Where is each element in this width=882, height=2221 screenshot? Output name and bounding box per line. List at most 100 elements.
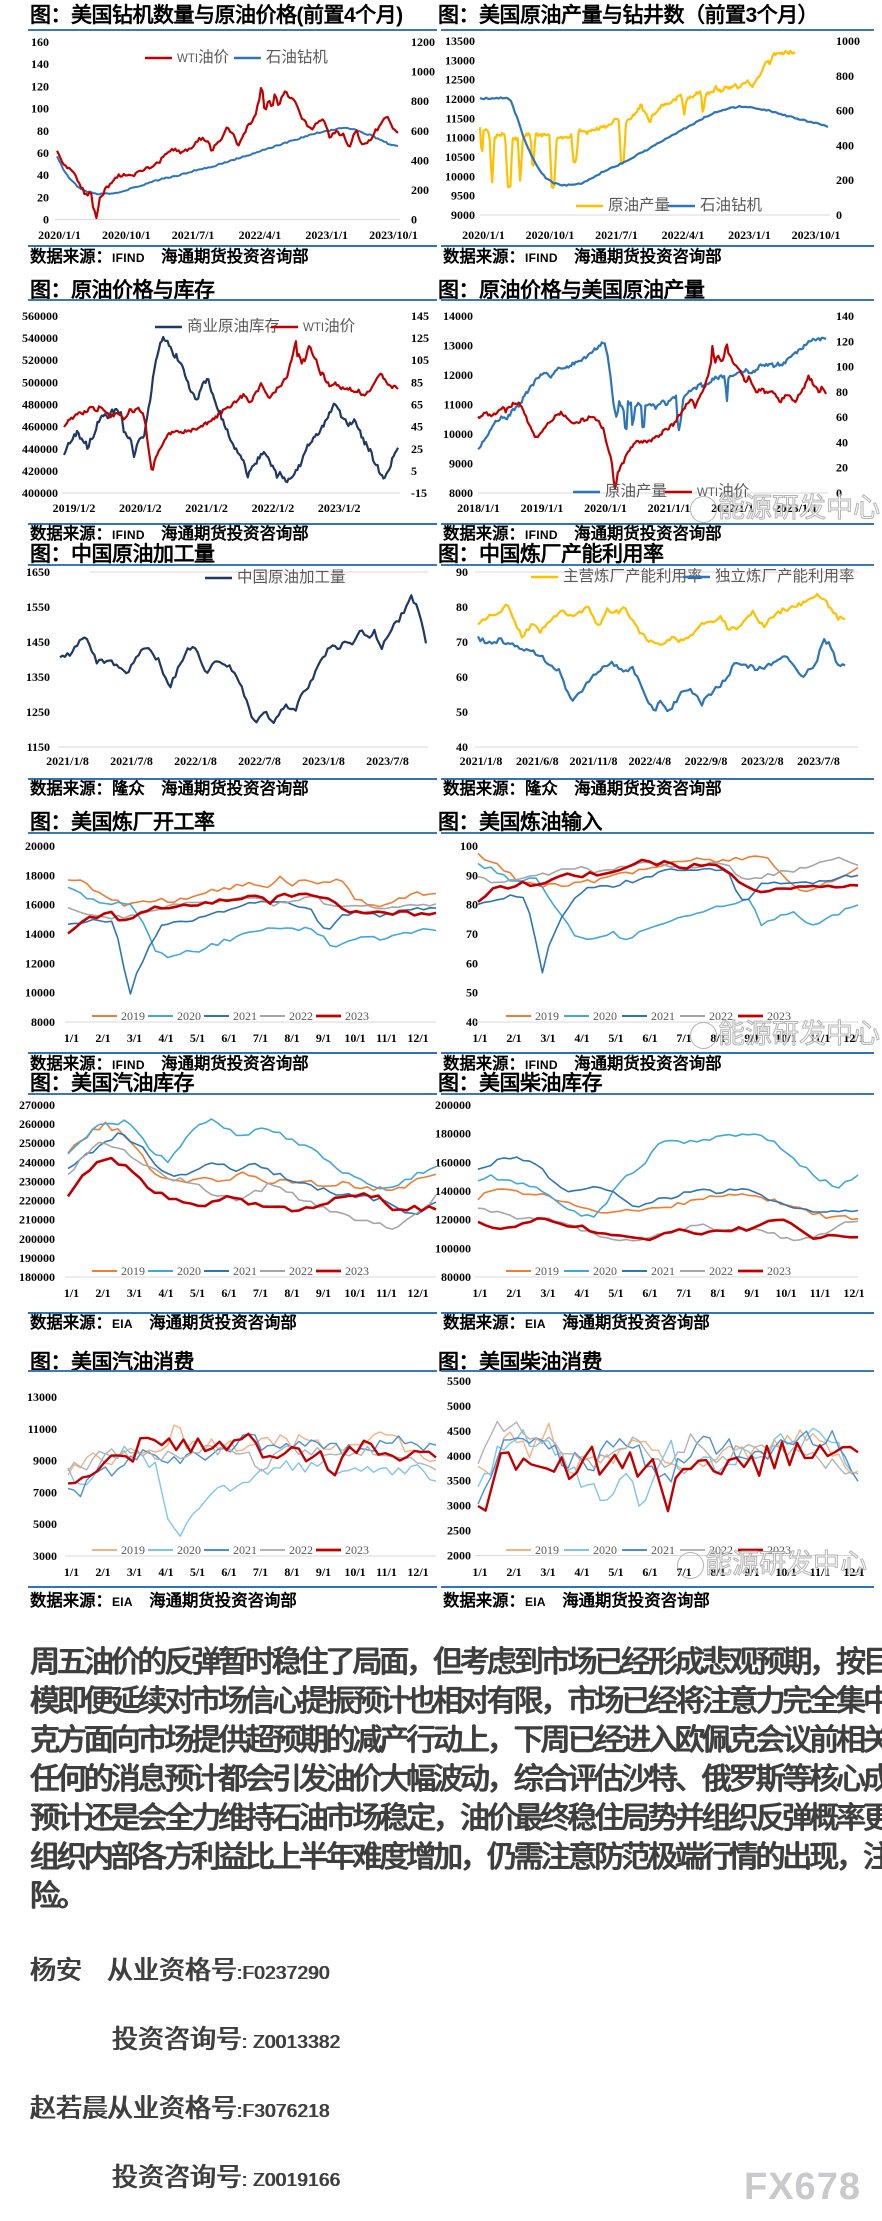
svg-text:160000: 160000 xyxy=(435,1155,471,1169)
svg-text:4/1: 4/1 xyxy=(574,1286,589,1300)
svg-text:2019/1/1: 2019/1/1 xyxy=(521,501,564,515)
svg-text:2022: 2022 xyxy=(289,1264,313,1278)
svg-text:20000: 20000 xyxy=(25,839,55,853)
svg-text:230000: 230000 xyxy=(19,1174,55,1188)
svg-text:800: 800 xyxy=(836,69,854,83)
svg-text:7/1: 7/1 xyxy=(253,1031,268,1045)
svg-text:中国原油加工量: 中国原油加工量 xyxy=(237,568,346,586)
svg-text:100000: 100000 xyxy=(435,1241,471,1255)
svg-text:2021/7/1: 2021/7/1 xyxy=(172,228,215,242)
svg-text:2023/7/8: 2023/7/8 xyxy=(797,754,840,768)
svg-text:2023/1/8: 2023/1/8 xyxy=(302,754,345,768)
svg-text:70: 70 xyxy=(466,927,478,941)
svg-text:2019: 2019 xyxy=(535,1009,559,1023)
svg-text:3/1: 3/1 xyxy=(540,1565,555,1579)
svg-text:105: 105 xyxy=(411,353,429,367)
svg-text:10000: 10000 xyxy=(445,169,475,183)
svg-text:12/1: 12/1 xyxy=(407,1286,428,1300)
svg-text:8/1: 8/1 xyxy=(284,1031,299,1045)
svg-text:8/1: 8/1 xyxy=(710,1565,725,1579)
svg-text:1150: 1150 xyxy=(27,740,50,754)
svg-text:11/1: 11/1 xyxy=(810,1565,831,1579)
svg-text:3500: 3500 xyxy=(447,1474,471,1488)
svg-text:4/1: 4/1 xyxy=(158,1286,173,1300)
svg-text:20: 20 xyxy=(37,190,49,204)
svg-text:3/1: 3/1 xyxy=(540,1286,555,1300)
svg-text:2021: 2021 xyxy=(233,1009,257,1023)
svg-text:1/1: 1/1 xyxy=(472,1286,487,1300)
svg-text:7/1: 7/1 xyxy=(253,1286,268,1300)
svg-text:500000: 500000 xyxy=(22,375,58,389)
svg-text:独立炼厂产能利用率: 独立炼厂产能利用率 xyxy=(715,567,855,585)
svg-text:20: 20 xyxy=(836,461,848,475)
svg-text:4/1: 4/1 xyxy=(574,1031,589,1045)
svg-text:2020: 2020 xyxy=(177,1543,201,1557)
svg-text:65: 65 xyxy=(411,398,423,412)
svg-text:140: 140 xyxy=(31,57,49,71)
svg-text:1350: 1350 xyxy=(26,670,50,684)
svg-text:80000: 80000 xyxy=(441,1270,471,1284)
svg-text:-15: -15 xyxy=(411,486,427,500)
svg-text:270000: 270000 xyxy=(19,1098,55,1112)
svg-text:2023/1/1: 2023/1/1 xyxy=(728,228,771,242)
svg-text:5/1: 5/1 xyxy=(608,1286,623,1300)
svg-text:40: 40 xyxy=(466,1015,478,1029)
svg-text:4/1: 4/1 xyxy=(158,1031,173,1045)
svg-text:11/1: 11/1 xyxy=(810,1031,831,1045)
svg-text:440000: 440000 xyxy=(22,442,58,456)
svg-text:2021/1/8: 2021/1/8 xyxy=(460,754,503,768)
svg-text:5000: 5000 xyxy=(447,1399,471,1413)
svg-text:10/1: 10/1 xyxy=(344,1286,365,1300)
svg-text:11/1: 11/1 xyxy=(376,1286,397,1300)
svg-text:40: 40 xyxy=(836,435,848,449)
svg-text:2/1: 2/1 xyxy=(506,1286,521,1300)
svg-text:2023/1/1: 2023/1/1 xyxy=(775,501,818,515)
svg-text:9/1: 9/1 xyxy=(316,1031,331,1045)
svg-text:12/1: 12/1 xyxy=(843,1286,864,1300)
svg-text:10/1: 10/1 xyxy=(344,1031,365,1045)
svg-text:2022: 2022 xyxy=(289,1543,313,1557)
svg-text:2021: 2021 xyxy=(233,1543,257,1557)
svg-text:2023/7/8: 2023/7/8 xyxy=(366,754,409,768)
svg-text:2020: 2020 xyxy=(177,1264,201,1278)
svg-text:商业原油库存: 商业原油库存 xyxy=(187,317,280,335)
svg-text:8/1: 8/1 xyxy=(284,1565,299,1579)
svg-text:4500: 4500 xyxy=(447,1424,471,1438)
svg-text:16000: 16000 xyxy=(25,898,55,912)
svg-text:9/1: 9/1 xyxy=(316,1565,331,1579)
svg-text:2020: 2020 xyxy=(593,1009,617,1023)
svg-text:18000: 18000 xyxy=(25,868,55,882)
svg-text:11000: 11000 xyxy=(444,398,473,412)
svg-text:12/1: 12/1 xyxy=(407,1031,428,1045)
svg-text:6/1: 6/1 xyxy=(642,1286,657,1300)
svg-text:12/1: 12/1 xyxy=(407,1565,428,1579)
svg-text:2021/7/8: 2021/7/8 xyxy=(110,754,153,768)
svg-text:2019: 2019 xyxy=(121,1264,145,1278)
svg-text:2000: 2000 xyxy=(447,1549,471,1563)
svg-text:2022/1/8: 2022/1/8 xyxy=(174,754,217,768)
svg-text:540000: 540000 xyxy=(22,331,58,345)
svg-text:2023/10/1: 2023/10/1 xyxy=(369,228,418,242)
svg-text:2019: 2019 xyxy=(535,1543,559,1557)
svg-text:WTI油价: WTI油价 xyxy=(303,317,356,335)
svg-text:400: 400 xyxy=(411,153,429,167)
svg-text:140: 140 xyxy=(836,309,854,323)
svg-text:70: 70 xyxy=(456,635,468,649)
svg-text:2022: 2022 xyxy=(709,1543,733,1557)
svg-text:10000: 10000 xyxy=(25,986,55,1000)
svg-text:25: 25 xyxy=(411,442,423,456)
svg-text:200: 200 xyxy=(411,183,429,197)
svg-text:2019/1/2: 2019/1/2 xyxy=(53,501,96,515)
svg-text:3000: 3000 xyxy=(33,1549,57,1563)
svg-text:0: 0 xyxy=(43,213,49,227)
svg-text:5: 5 xyxy=(411,464,417,478)
svg-text:1000: 1000 xyxy=(836,34,860,48)
svg-text:2023: 2023 xyxy=(345,1009,369,1023)
svg-text:1000: 1000 xyxy=(411,65,435,79)
svg-text:1/1: 1/1 xyxy=(472,1031,487,1045)
svg-text:9000: 9000 xyxy=(451,208,475,222)
svg-text:8000: 8000 xyxy=(449,486,473,500)
svg-text:260000: 260000 xyxy=(19,1117,55,1131)
svg-text:9000: 9000 xyxy=(33,1454,57,1468)
svg-text:80: 80 xyxy=(456,600,468,614)
